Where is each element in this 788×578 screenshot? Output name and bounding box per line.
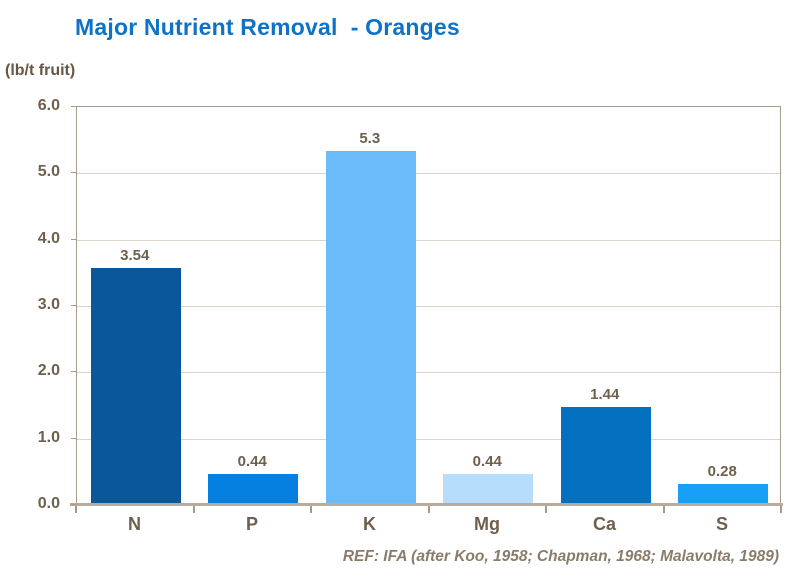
x-axis-line <box>70 503 783 506</box>
y-tick-mark <box>71 106 76 107</box>
y-tick-mark <box>71 437 76 439</box>
x-category-label-Mg: Mg <box>474 514 500 534</box>
bar-value-label-S: 0.28 <box>707 463 737 481</box>
x-tick-mark <box>427 506 430 513</box>
x-tick-mark <box>545 506 547 513</box>
y-axis-unit-label: (lb/t fruit) <box>5 62 76 79</box>
y-tick-label: 1.0 <box>37 428 60 446</box>
x-tick-mark <box>192 506 195 513</box>
bar-S <box>678 484 769 503</box>
x-category-label-S: S <box>715 514 728 534</box>
y-tick-label: 2.0 <box>37 362 60 380</box>
gridline <box>77 372 780 374</box>
bar-value-label-N: 3.54 <box>120 247 150 265</box>
reference-text: REF: IFA (after Koo, 1958; Chapman, 1968… <box>342 548 779 565</box>
x-tick-mark <box>75 506 77 513</box>
x-tick-mark <box>310 506 312 513</box>
y-tick-label: 6.0 <box>37 97 60 114</box>
y-tick-mark <box>71 504 76 505</box>
x-tick-mark <box>780 506 782 513</box>
y-tick-mark <box>71 371 76 373</box>
y-tick-label: 0.0 <box>37 495 60 512</box>
bar-P <box>208 473 299 503</box>
chart-title: Major Nutrient Removal - Oranges <box>75 14 460 40</box>
gridline <box>77 438 780 440</box>
x-category-label-P: P <box>245 514 258 534</box>
plot-area <box>76 106 781 504</box>
bar-value-label-K: 5.3 <box>359 130 381 148</box>
bar-value-label-P: 0.44 <box>237 452 267 470</box>
gridline <box>77 306 780 307</box>
x-category-label-Ca: Ca <box>592 514 616 534</box>
bar-N <box>90 268 181 503</box>
gridline <box>77 173 780 175</box>
y-tick-label: 3.0 <box>37 296 60 313</box>
x-category-label-K: K <box>363 514 376 534</box>
x-tick-mark <box>662 506 665 513</box>
bar-Ca <box>560 407 651 503</box>
y-tick-mark <box>71 238 76 240</box>
y-tick-mark <box>71 172 76 174</box>
gridline <box>77 239 780 241</box>
bar-K <box>325 151 416 503</box>
y-tick-mark <box>71 305 76 306</box>
y-tick-label: 4.0 <box>37 229 60 247</box>
bar-value-label-Mg: 0.44 <box>472 452 502 470</box>
y-tick-label: 5.0 <box>37 163 60 181</box>
bar-value-label-Ca: 1.44 <box>590 386 620 404</box>
bar-Mg <box>443 473 534 503</box>
x-category-label-N: N <box>128 514 141 534</box>
